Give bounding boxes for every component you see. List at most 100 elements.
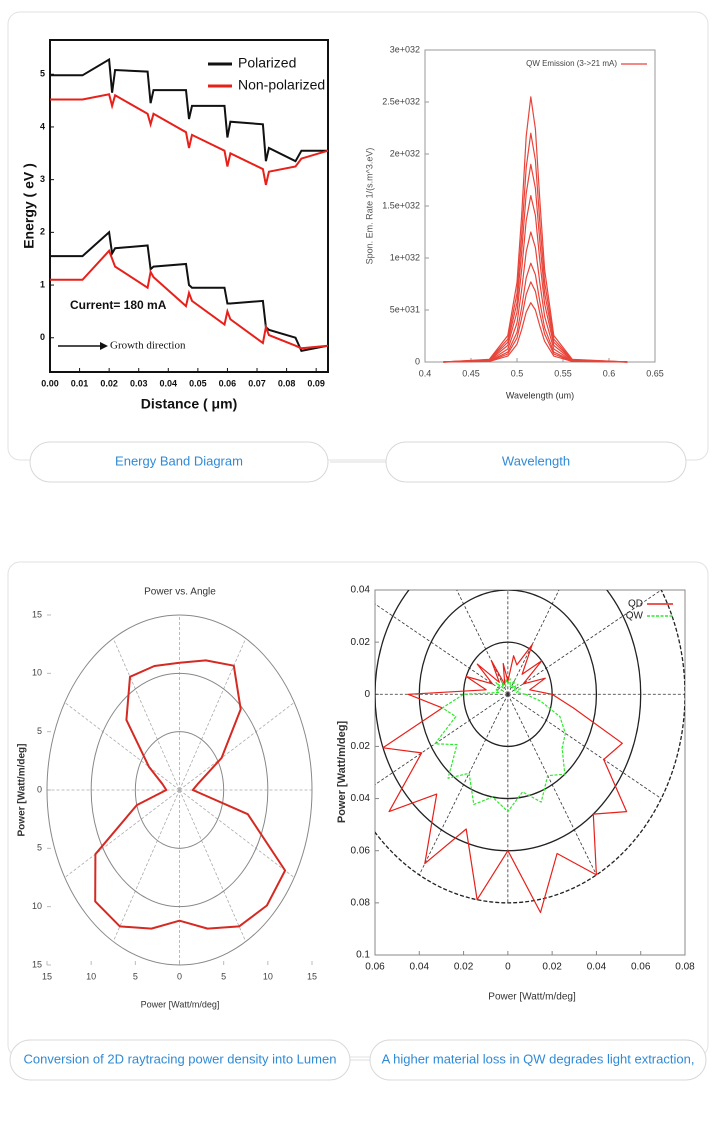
spoke bbox=[112, 638, 180, 791]
x-tick-label: 0.00 bbox=[41, 378, 59, 388]
y-tick-label: 3e+032 bbox=[390, 44, 420, 54]
y-tick-label: 0 bbox=[364, 689, 370, 700]
x-tick-label: 0.04 bbox=[587, 962, 607, 973]
y-tick-label: 15 bbox=[32, 959, 42, 969]
y-tick-label: 1 bbox=[40, 279, 45, 289]
x-tick-label: 0.04 bbox=[410, 962, 430, 973]
x-tick-label: 0.06 bbox=[365, 962, 385, 973]
legend-label: QW Emission (3->21 mA) bbox=[526, 59, 617, 68]
polar-series bbox=[434, 677, 567, 813]
x-tick-label: 0.02 bbox=[100, 378, 118, 388]
y-tick-label: 0.02 bbox=[351, 637, 371, 648]
caption-pill bbox=[385, 441, 687, 483]
y-tick-label: 5 bbox=[37, 843, 42, 853]
x-tick-label: 0.09 bbox=[307, 378, 325, 388]
x-tick-label: 0.05 bbox=[189, 378, 207, 388]
annotation: Current= 180 mA bbox=[70, 298, 167, 312]
y-tick-label: 5 bbox=[37, 726, 42, 736]
x-tick-label: 0.65 bbox=[646, 368, 664, 378]
ring bbox=[134, 731, 225, 849]
y-tick-label: 0 bbox=[415, 356, 420, 366]
line-series bbox=[443, 231, 628, 363]
caption: Wavelength bbox=[502, 453, 570, 468]
line-series bbox=[443, 96, 628, 363]
y-tick-label: 1e+032 bbox=[390, 252, 420, 262]
x-tick-label: 5 bbox=[133, 971, 138, 981]
y-tick-label: 0.02 bbox=[351, 741, 371, 752]
spoke bbox=[179, 638, 247, 791]
caption-pill bbox=[9, 1039, 351, 1081]
y-tick-label: 0.04 bbox=[351, 793, 371, 804]
x-tick-label: 0.02 bbox=[454, 962, 474, 973]
y-tick-label: 2.5e+032 bbox=[382, 96, 420, 106]
x-axis-label: Power [Watt/m/deg] bbox=[488, 992, 576, 1003]
y-tick-label: 5e+031 bbox=[390, 304, 420, 314]
arrow-head bbox=[100, 342, 108, 350]
polar-series bbox=[94, 659, 287, 930]
spoke bbox=[64, 789, 180, 878]
x-tick-label: 0.6 bbox=[603, 368, 616, 378]
y-axis-label: Spon. Em. Rate 1/(s.m^3.eV) bbox=[364, 148, 374, 265]
x-tick-label: 15 bbox=[307, 971, 317, 981]
ring bbox=[375, 590, 685, 904]
line-series bbox=[50, 57, 329, 353]
x-tick-label: 0 bbox=[177, 971, 182, 981]
line-series bbox=[50, 93, 329, 350]
line-series bbox=[443, 262, 628, 363]
line-series bbox=[443, 163, 628, 363]
y-axis-label: Power [Watt/m/deg] bbox=[336, 721, 348, 824]
polar-plot bbox=[46, 614, 313, 966]
y-tick-label: 0 bbox=[40, 332, 45, 342]
x-tick-label: 15 bbox=[42, 971, 52, 981]
legend-label: Polarized bbox=[238, 55, 296, 71]
ring bbox=[418, 590, 598, 800]
line-series bbox=[443, 195, 628, 363]
x-tick-label: 0.08 bbox=[675, 962, 695, 973]
y-tick-label: 0.06 bbox=[351, 845, 371, 856]
y-tick-label: 2e+032 bbox=[390, 148, 420, 158]
y-tick-label: 4 bbox=[40, 121, 45, 131]
caption: Energy Band Diagram bbox=[115, 453, 243, 468]
y-tick-label: 2 bbox=[40, 227, 45, 237]
y-tick-label: 0.04 bbox=[351, 585, 371, 596]
line-series bbox=[443, 281, 628, 363]
x-tick-label: 0.07 bbox=[248, 378, 266, 388]
caption: A higher material loss in QW degrades li… bbox=[382, 1051, 695, 1066]
polar-series bbox=[382, 643, 628, 914]
spoke bbox=[179, 702, 295, 791]
ring bbox=[90, 672, 269, 908]
x-tick-label: 10 bbox=[86, 971, 96, 981]
y-tick-label: 0.1 bbox=[356, 950, 370, 961]
panel bbox=[7, 561, 709, 1058]
x-tick-label: 0.02 bbox=[542, 962, 562, 973]
x-tick-label: 0.55 bbox=[554, 368, 572, 378]
spoke bbox=[64, 702, 180, 791]
plot-frame bbox=[49, 39, 329, 373]
panel bbox=[7, 11, 709, 461]
x-tick-label: 10 bbox=[263, 971, 273, 981]
legend-label: QW bbox=[626, 611, 644, 622]
x-axis-label: Wavelength (um) bbox=[506, 390, 574, 400]
x-tick-label: 0.08 bbox=[278, 378, 296, 388]
spoke bbox=[179, 789, 295, 878]
x-tick-label: 0.01 bbox=[71, 378, 89, 388]
plot-frame bbox=[374, 589, 686, 956]
spoke bbox=[112, 789, 180, 942]
x-tick-label: 0.06 bbox=[219, 378, 237, 388]
x-axis-label: Distance ( μm) bbox=[141, 396, 237, 412]
x-tick-label: 5 bbox=[221, 971, 226, 981]
x-tick-label: 0.03 bbox=[130, 378, 148, 388]
legend-label: Non-polarized bbox=[238, 77, 325, 93]
y-tick-label: 10 bbox=[32, 668, 42, 678]
line-series bbox=[443, 132, 628, 363]
x-tick-label: 0.5 bbox=[511, 368, 524, 378]
legend-label: QD bbox=[628, 599, 643, 610]
y-tick-label: 0 bbox=[37, 784, 42, 794]
spoke bbox=[179, 789, 247, 942]
line-series bbox=[443, 302, 628, 363]
y-tick-label: 15 bbox=[32, 609, 42, 619]
x-tick-label: 0.04 bbox=[160, 378, 178, 388]
caption-pill bbox=[29, 441, 329, 483]
polar-plot bbox=[375, 590, 685, 914]
